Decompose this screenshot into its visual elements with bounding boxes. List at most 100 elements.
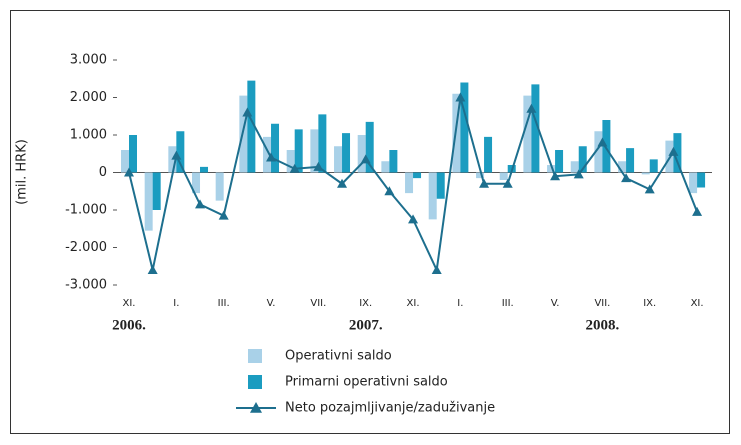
- bar: [499, 172, 508, 180]
- bar: [626, 148, 635, 173]
- marker: [289, 163, 300, 173]
- marker: [337, 178, 348, 188]
- marker: [479, 178, 490, 188]
- bar: [578, 146, 587, 173]
- y-tick-label: 2.000: [70, 90, 107, 105]
- x-tick-label: I.: [173, 298, 179, 309]
- bar: [271, 123, 280, 173]
- bar: [318, 114, 327, 173]
- legend-marker: [250, 402, 262, 413]
- x-tick-label: I.: [457, 298, 463, 309]
- legend-swatch: [248, 375, 262, 389]
- x-tick-label: XI.: [123, 298, 136, 309]
- bar: [176, 131, 185, 173]
- y-tick-label: -1.000: [65, 203, 107, 218]
- bar: [263, 136, 272, 173]
- legend-swatch: [248, 349, 262, 363]
- bar: [405, 172, 414, 194]
- marker: [313, 161, 324, 171]
- legend-label: Operativni saldo: [285, 349, 392, 364]
- marker: [550, 171, 561, 181]
- bar: [428, 172, 437, 220]
- marker: [147, 265, 158, 274]
- x-tick-label: XI.: [407, 298, 420, 309]
- y-axis-label: (mil. HRK): [15, 139, 30, 205]
- marker: [431, 265, 442, 274]
- bar: [357, 135, 366, 173]
- bar: [697, 172, 706, 188]
- bar: [594, 131, 603, 173]
- bar: [294, 129, 303, 173]
- marker: [597, 137, 608, 147]
- x-tick-label: VII.: [594, 298, 610, 309]
- bar: [152, 172, 161, 210]
- bar: [389, 150, 398, 173]
- marker: [195, 199, 206, 209]
- x-tick-label: III.: [502, 298, 514, 309]
- frame: [10, 10, 730, 434]
- bar: [570, 161, 579, 173]
- bar: [413, 172, 422, 179]
- bar: [649, 159, 658, 173]
- bar: [618, 161, 627, 173]
- bar: [334, 146, 343, 173]
- x-tick-label: V.: [551, 298, 560, 309]
- year-label: 2006.: [112, 317, 146, 333]
- x-tick-label: V.: [267, 298, 276, 309]
- marker: [218, 210, 229, 220]
- bar: [310, 129, 319, 173]
- marker: [644, 184, 655, 194]
- marker: [360, 154, 371, 164]
- marker: [455, 92, 466, 102]
- year-label: 2007.: [349, 317, 383, 333]
- bar: [129, 135, 137, 173]
- bar: [215, 172, 224, 201]
- bar: [121, 150, 129, 173]
- bar: [342, 133, 351, 173]
- bar: [460, 82, 469, 173]
- year-label: 2008.: [586, 317, 620, 333]
- marker: [124, 167, 134, 177]
- bar: [547, 165, 556, 173]
- marker: [408, 214, 419, 224]
- y-tick-label: -3.000: [65, 278, 107, 293]
- bar: [673, 133, 682, 173]
- bar: [531, 84, 540, 173]
- marker: [384, 186, 395, 196]
- bar: [641, 172, 650, 175]
- bar: [200, 166, 209, 173]
- marker: [502, 178, 513, 188]
- bar: [689, 172, 698, 194]
- x-tick-label: IX.: [359, 298, 372, 309]
- bar: [484, 136, 493, 173]
- bar: [192, 172, 201, 194]
- marker: [171, 150, 182, 160]
- bar: [286, 150, 295, 173]
- bar: [555, 150, 564, 173]
- x-tick-label: VII.: [310, 298, 326, 309]
- marker: [266, 152, 277, 162]
- legend-label: Neto pozajmljivanje/zaduživanje: [285, 401, 495, 416]
- bar: [247, 80, 256, 173]
- x-tick-label: III.: [218, 298, 230, 309]
- x-tick-label: IX.: [643, 298, 656, 309]
- y-tick-label: -2.000: [65, 240, 107, 255]
- bar: [436, 172, 445, 199]
- bar: [476, 172, 485, 179]
- marker: [621, 173, 632, 183]
- x-tick-label: XI.: [691, 298, 704, 309]
- marker: [692, 206, 703, 216]
- marker: [668, 146, 679, 156]
- marker: [242, 107, 253, 117]
- marker: [573, 169, 584, 179]
- bar: [144, 172, 153, 231]
- y-tick-label: 0: [99, 165, 107, 180]
- bar: [381, 161, 390, 173]
- y-tick-label: 3.000: [70, 53, 107, 68]
- bar: [523, 95, 532, 173]
- y-tick-label: 1.000: [70, 128, 107, 143]
- marker: [526, 103, 537, 113]
- legend-label: Primarni operativni saldo: [285, 375, 448, 390]
